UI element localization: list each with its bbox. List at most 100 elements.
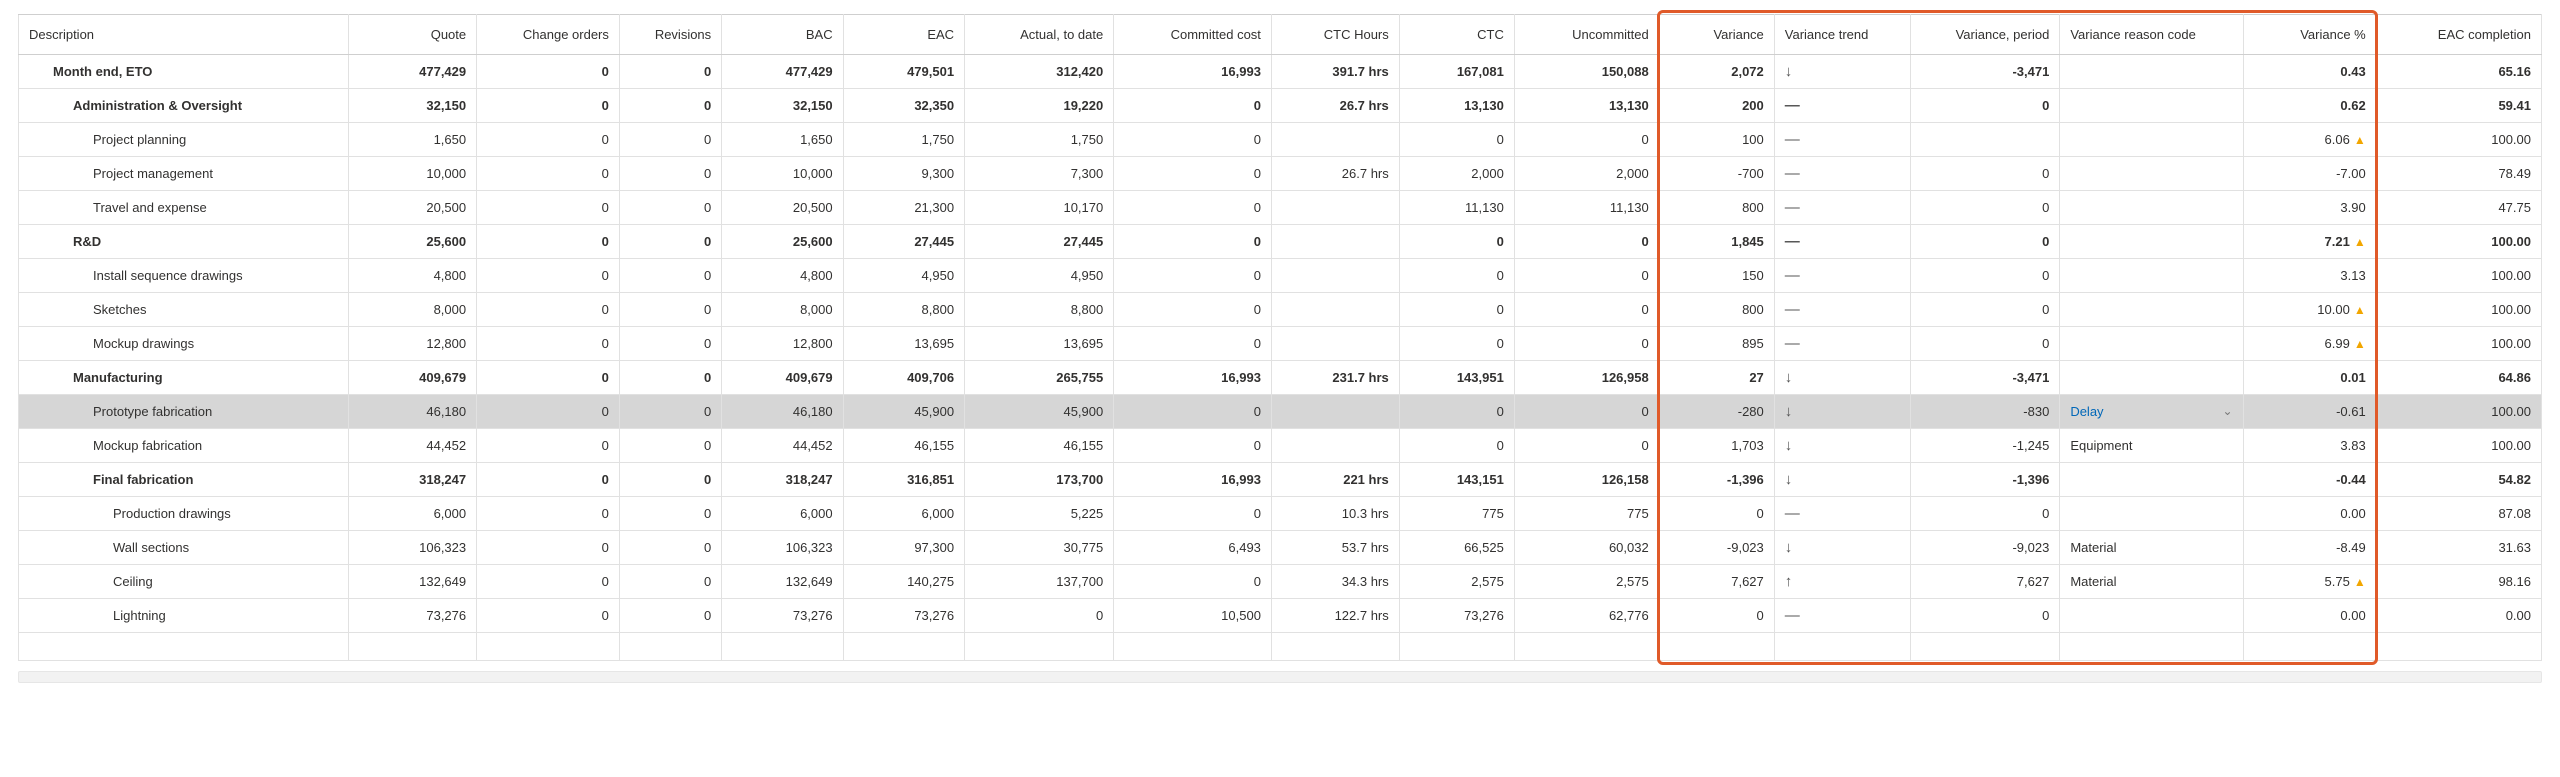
- cell-var: -280: [1659, 395, 1774, 429]
- cell-vreason[interactable]: [2060, 497, 2243, 531]
- table-row[interactable]: Production drawings6,000006,0006,0005,22…: [19, 497, 2542, 531]
- trend-down-icon: ↓: [1785, 437, 1793, 454]
- cell-eacc: 100.00: [2376, 327, 2541, 361]
- column-header-eacc[interactable]: EAC completion: [2376, 15, 2541, 55]
- column-header-rev[interactable]: Revisions: [619, 15, 721, 55]
- column-header-vtrend[interactable]: Variance trend: [1774, 15, 1910, 55]
- table-row[interactable]: Mockup fabrication44,4520044,45246,15546…: [19, 429, 2542, 463]
- table-row[interactable]: Project planning1,650001,6501,7501,75000…: [19, 123, 2542, 157]
- cell-desc: Lightning: [19, 599, 349, 633]
- cell-vper: 0: [1911, 89, 2060, 123]
- column-header-ctc[interactable]: CTC: [1399, 15, 1514, 55]
- cell-vreason[interactable]: [2060, 463, 2243, 497]
- cell-eac: 45,900: [843, 395, 964, 429]
- table-row[interactable]: Lightning73,2760073,27673,276010,500122.…: [19, 599, 2542, 633]
- cell-rev: 0: [619, 89, 721, 123]
- table-row[interactable]: Manufacturing409,67900409,679409,706265,…: [19, 361, 2542, 395]
- cell-commit: 0: [1114, 259, 1272, 293]
- table-row[interactable]: Wall sections106,32300106,32397,30030,77…: [19, 531, 2542, 565]
- cell-vper: -9,023: [1911, 531, 2060, 565]
- cell-ctc: 775: [1399, 497, 1514, 531]
- table-row[interactable]: Sketches8,000008,0008,8008,800000800—010…: [19, 293, 2542, 327]
- cell-bac: 10,000: [722, 157, 843, 191]
- cell-eacc: 87.08: [2376, 497, 2541, 531]
- cell-ctc: 73,276: [1399, 599, 1514, 633]
- cell-uncom: 0: [1514, 225, 1659, 259]
- cell-quote: 20,500: [349, 191, 477, 225]
- chevron-down-icon[interactable]: ⌄: [2223, 404, 2233, 418]
- trend-down-icon: ↓: [1785, 63, 1793, 80]
- horizontal-scrollbar[interactable]: [18, 671, 2542, 683]
- cell-vreason[interactable]: [2060, 361, 2243, 395]
- column-header-desc[interactable]: Description: [19, 15, 349, 55]
- column-header-vper[interactable]: Variance, period: [1911, 15, 2060, 55]
- cell-bac: 32,150: [722, 89, 843, 123]
- cell-quote: 10,000: [349, 157, 477, 191]
- cell-desc: Project planning: [19, 123, 349, 157]
- column-header-commit[interactable]: Committed cost: [1114, 15, 1272, 55]
- cell-uncom: 126,958: [1514, 361, 1659, 395]
- cell-var: 2,072: [1659, 55, 1774, 89]
- table-row[interactable]: Final fabrication318,24700318,247316,851…: [19, 463, 2542, 497]
- cell-desc: Travel and expense: [19, 191, 349, 225]
- column-header-co[interactable]: Change orders: [477, 15, 620, 55]
- column-header-quote[interactable]: Quote: [349, 15, 477, 55]
- cell-vreason[interactable]: [2060, 293, 2243, 327]
- cell-vreason[interactable]: [2060, 89, 2243, 123]
- cell-vpct: 0.43: [2243, 55, 2376, 89]
- table-row[interactable]: Month end, ETO477,42900477,429479,501312…: [19, 55, 2542, 89]
- column-header-atd[interactable]: Actual, to date: [965, 15, 1114, 55]
- cell-vreason[interactable]: Material: [2060, 565, 2243, 599]
- cell-co: 0: [477, 157, 620, 191]
- column-header-ctch[interactable]: CTC Hours: [1271, 15, 1399, 55]
- cell-vreason[interactable]: Equipment: [2060, 429, 2243, 463]
- project-cost-grid[interactable]: DescriptionQuoteChange ordersRevisionsBA…: [18, 14, 2542, 661]
- table-row[interactable]: Project management10,0000010,0009,3007,3…: [19, 157, 2542, 191]
- cell-vreason[interactable]: [2060, 225, 2243, 259]
- cell-vtrend: —: [1774, 497, 1910, 531]
- table-row[interactable]: Mockup drawings12,8000012,80013,69513,69…: [19, 327, 2542, 361]
- cell-vreason[interactable]: [2060, 55, 2243, 89]
- cell-uncom: 11,130: [1514, 191, 1659, 225]
- cell-quote: 1,650: [349, 123, 477, 157]
- cell-vper: -3,471: [1911, 361, 2060, 395]
- cell-atd: 5,225: [965, 497, 1114, 531]
- cell-quote: 409,679: [349, 361, 477, 395]
- column-header-vpct[interactable]: Variance %: [2243, 15, 2376, 55]
- cell-eac: 409,706: [843, 361, 964, 395]
- cell-vreason[interactable]: Material: [2060, 531, 2243, 565]
- cell-bac: 12,800: [722, 327, 843, 361]
- column-header-bac[interactable]: BAC: [722, 15, 843, 55]
- table-row[interactable]: R&D25,6000025,60027,44527,4450001,845—07…: [19, 225, 2542, 259]
- table-row[interactable]: Ceiling132,64900132,649140,275137,700034…: [19, 565, 2542, 599]
- cell-vper: 0: [1911, 157, 2060, 191]
- table-row[interactable]: Travel and expense20,5000020,50021,30010…: [19, 191, 2542, 225]
- cell-uncom: 62,776: [1514, 599, 1659, 633]
- cell-vreason[interactable]: [2060, 191, 2243, 225]
- cell-co: 0: [477, 395, 620, 429]
- column-header-vreason[interactable]: Variance reason code: [2060, 15, 2243, 55]
- column-header-eac[interactable]: EAC: [843, 15, 964, 55]
- cell-vper: -830: [1911, 395, 2060, 429]
- cell-vreason[interactable]: [2060, 327, 2243, 361]
- cell-ctch: [1271, 225, 1399, 259]
- cell-vreason[interactable]: [2060, 157, 2243, 191]
- cell-bac: 6,000: [722, 497, 843, 531]
- cell-vreason[interactable]: Delay⌄: [2060, 395, 2243, 429]
- cell-atd: 4,950: [965, 259, 1114, 293]
- trend-down-icon: ↓: [1785, 369, 1793, 386]
- cell-vreason[interactable]: [2060, 123, 2243, 157]
- cell-bac: 409,679: [722, 361, 843, 395]
- table-row[interactable]: Administration & Oversight32,1500032,150…: [19, 89, 2542, 123]
- table-row[interactable]: Install sequence drawings4,800004,8004,9…: [19, 259, 2542, 293]
- column-header-uncom[interactable]: Uncommitted: [1514, 15, 1659, 55]
- cell-desc: Mockup fabrication: [19, 429, 349, 463]
- cell-vreason[interactable]: [2060, 259, 2243, 293]
- cell-vreason[interactable]: [2060, 599, 2243, 633]
- table-row[interactable]: Prototype fabrication46,1800046,18045,90…: [19, 395, 2542, 429]
- column-header-var[interactable]: Variance: [1659, 15, 1774, 55]
- cell-ctc: 0: [1399, 225, 1514, 259]
- cell-co: 0: [477, 259, 620, 293]
- cell-rev: 0: [619, 191, 721, 225]
- cell-bac: 25,600: [722, 225, 843, 259]
